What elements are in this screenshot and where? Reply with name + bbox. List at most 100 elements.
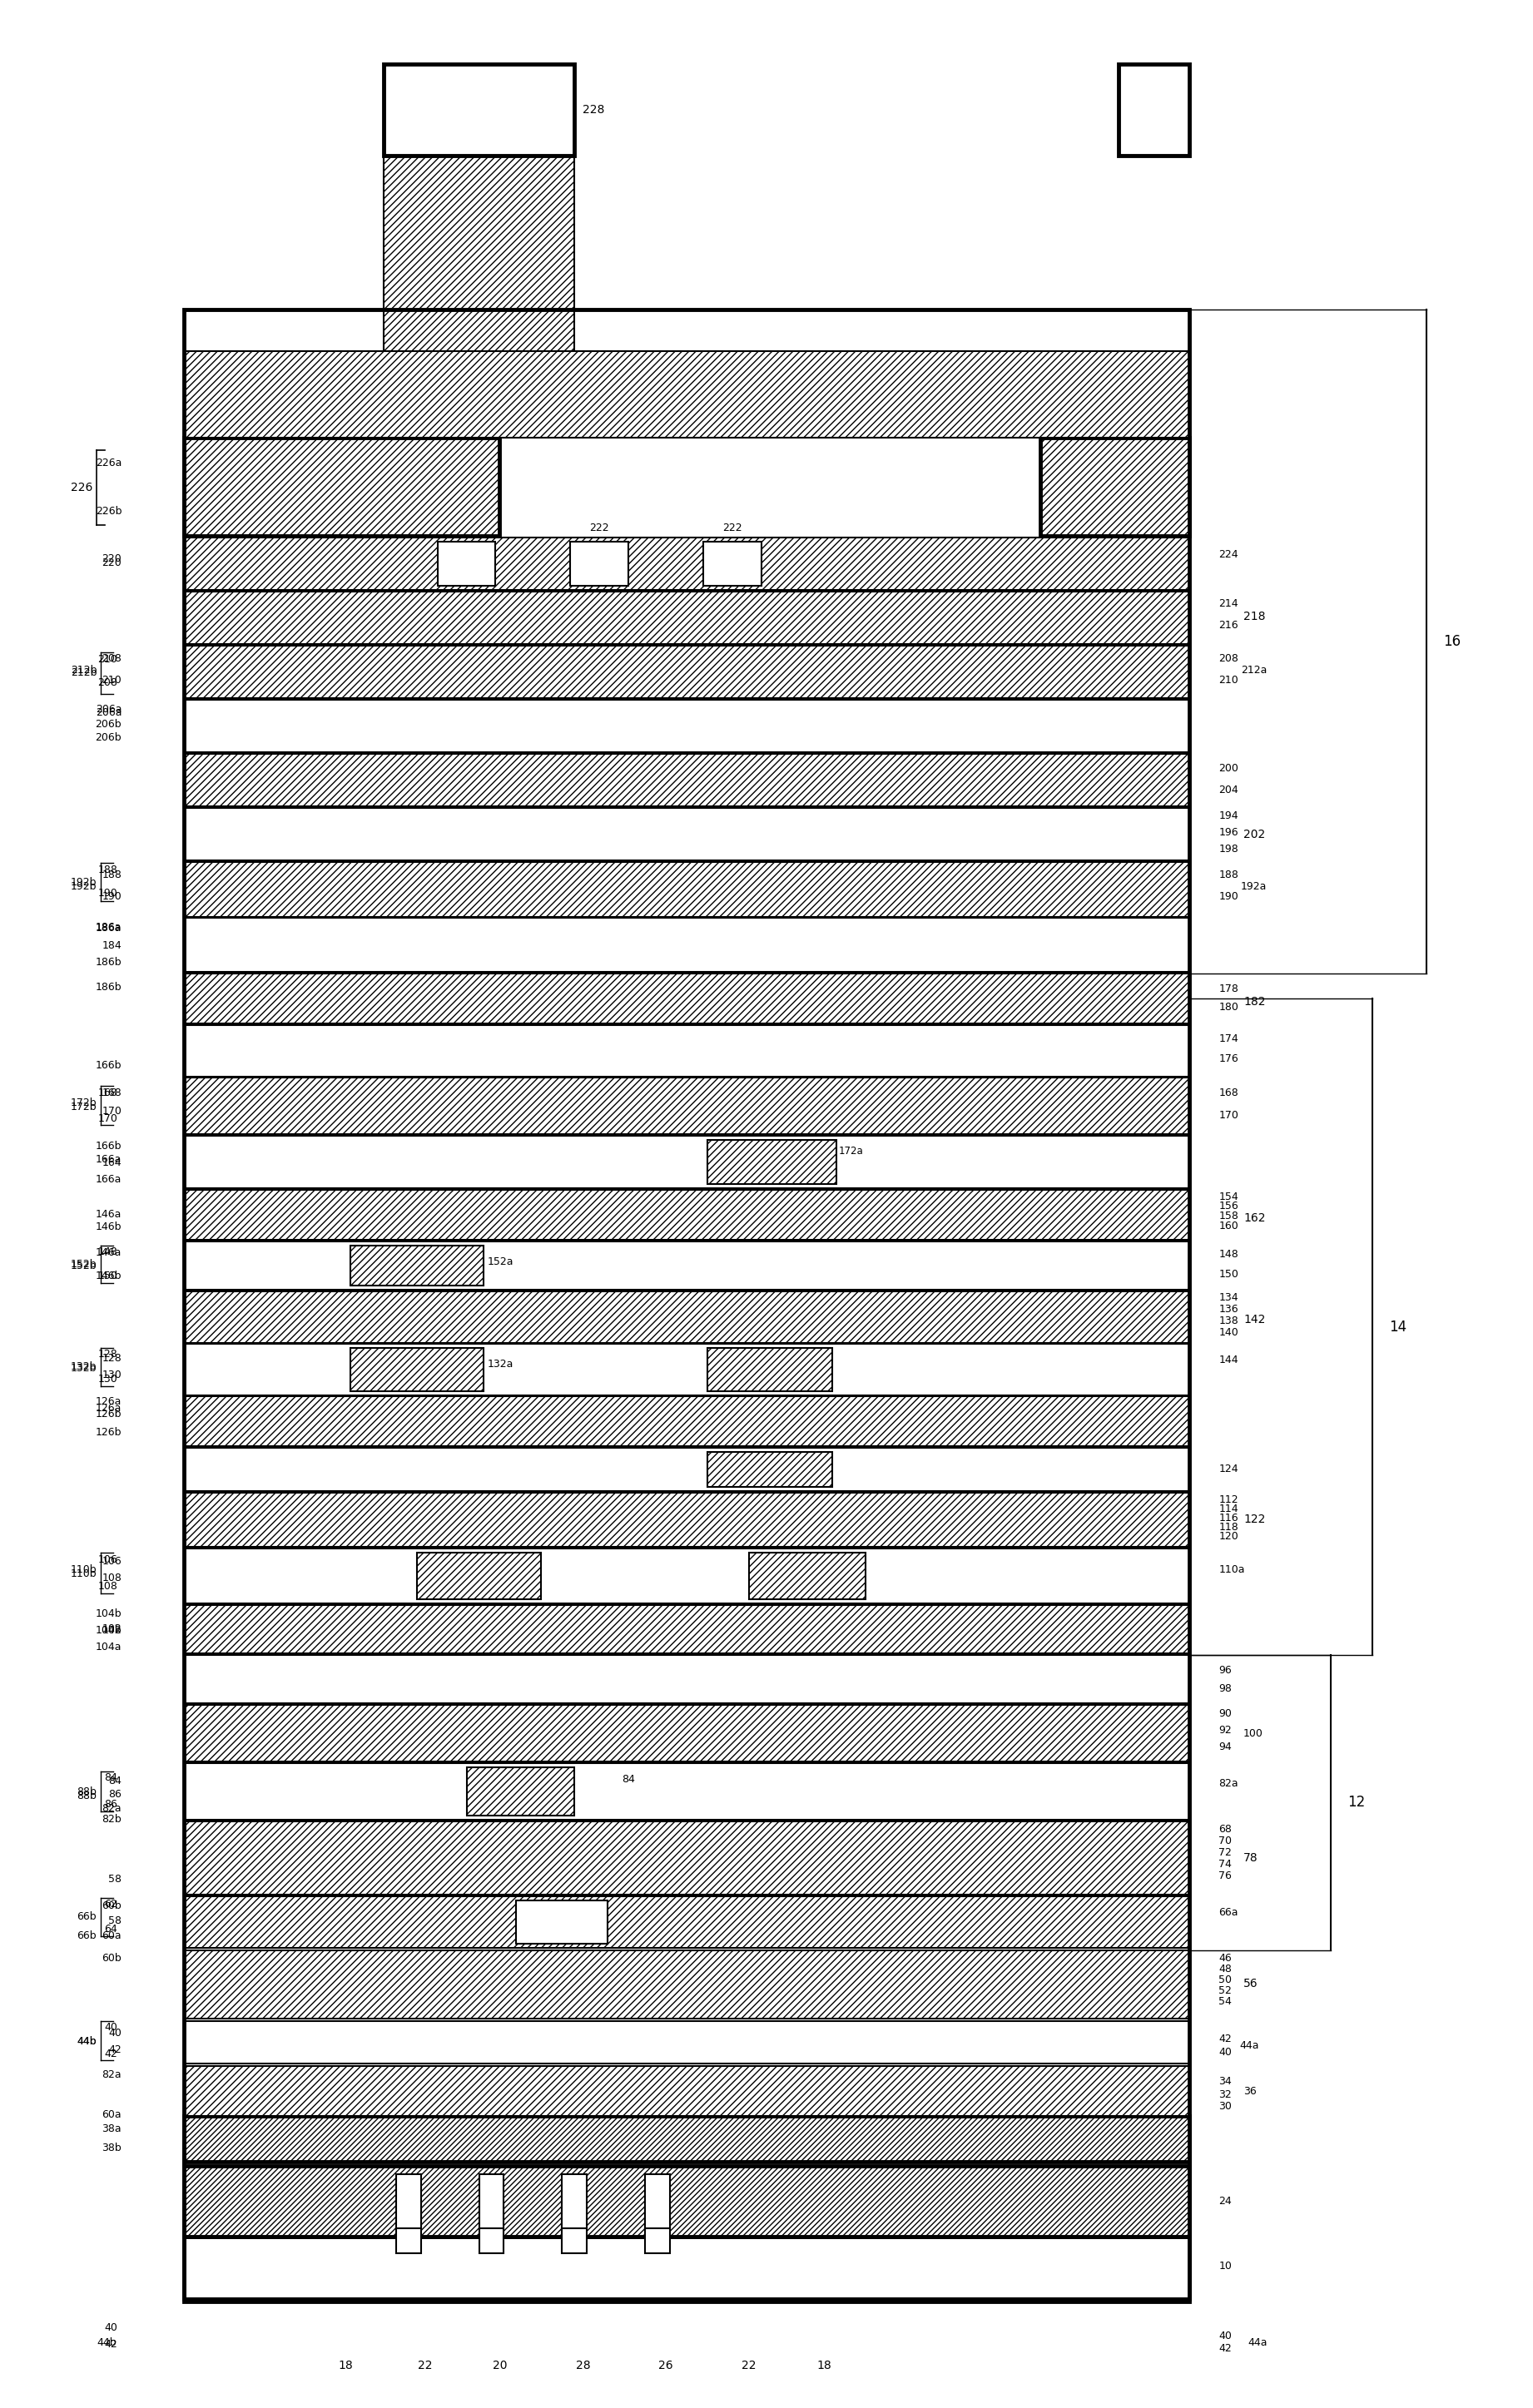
Text: 132b: 132b [71,1363,97,1375]
Bar [184,1079,1190,1134]
Text: 92: 92 [1219,1724,1231,1736]
Text: 110a: 110a [1219,1565,1245,1575]
Text: 184: 184 [101,939,121,951]
Text: 160: 160 [1219,1221,1239,1233]
Text: 170: 170 [754,1163,774,1173]
Text: 166b: 166b [95,1060,121,1072]
Text: 224: 224 [1219,549,1239,559]
Text: 218: 218 [1243,612,1266,621]
Bar [437,542,495,585]
Text: 172b: 172b [71,1098,97,1108]
Text: 36: 36 [1243,2085,1257,2097]
Text: 104b: 104b [95,1609,121,1618]
Text: 40: 40 [109,2028,121,2040]
Text: 24: 24 [1219,2196,1231,2206]
Text: 132b: 132b [71,1361,97,1373]
Text: 86: 86 [109,1789,121,1801]
Bar [184,1190,1190,1240]
Text: 186b: 186b [95,982,121,992]
Text: 114: 114 [1219,1503,1239,1515]
Text: 60b: 60b [101,1900,121,1912]
Text: 30: 30 [1219,2100,1233,2112]
Bar [750,1553,866,1599]
Text: 128: 128 [98,1348,118,1361]
Text: 22: 22 [742,2360,756,2372]
Text: 12: 12 [1348,1794,1364,1811]
Text: 84: 84 [109,1777,121,1787]
Bar [184,2167,1190,2237]
Text: 96: 96 [1219,1664,1231,1676]
Text: 88a: 88a [510,1775,530,1784]
Text: 126a: 126a [95,1397,121,1406]
Bar [1039,438,1190,537]
Bar [350,1245,483,1286]
Bar [184,308,1190,2302]
Text: 42: 42 [104,2338,118,2350]
Text: 200: 200 [1219,763,1239,773]
Text: 180: 180 [1219,1002,1239,1011]
Text: 120: 120 [1219,1531,1239,1541]
Text: 210: 210 [101,674,121,686]
Text: 42: 42 [109,2044,121,2054]
Text: 58: 58 [109,1917,121,1926]
Text: 102: 102 [101,1623,121,1635]
Text: 168: 168 [754,1146,774,1156]
Text: 42: 42 [1219,2035,1231,2044]
Text: 106: 106 [98,1553,118,1565]
Text: 102: 102 [101,1625,121,1635]
Text: 226b: 226b [95,506,121,515]
Bar [383,65,575,157]
Text: 20: 20 [492,2360,507,2372]
Bar [350,1348,483,1392]
Text: 118: 118 [1219,1522,1239,1531]
Text: 82a: 82a [103,1804,121,1813]
Text: 88b: 88b [77,1787,97,1799]
Bar [184,1763,1190,1820]
Text: 64: 64 [104,1924,118,1934]
Bar [184,1548,1190,1604]
Text: 50: 50 [1219,1975,1233,1984]
Bar [184,1243,1190,1291]
Text: 124: 124 [1219,1464,1239,1474]
Bar [517,1900,607,1943]
Text: 46: 46 [1219,1953,1231,1965]
Text: 82a: 82a [103,2068,121,2081]
Text: 168: 168 [1219,1088,1239,1098]
Text: 130: 130 [98,1375,118,1385]
Text: 52: 52 [1219,1984,1233,1996]
Text: 82b: 82b [101,1813,121,1825]
Text: 222: 222 [722,523,742,532]
Bar [184,2237,1190,2300]
Text: 44b: 44b [77,2037,97,2047]
Text: 152a: 152a [487,1257,514,1267]
Bar [184,2066,1190,2117]
Text: 82a: 82a [1219,1780,1239,1789]
Text: 44b: 44b [97,2338,117,2348]
Text: 186b: 186b [95,956,121,968]
Text: 88b: 88b [77,1792,97,1801]
Bar [184,645,1190,698]
Text: 192b: 192b [71,877,97,889]
Text: 132a: 132a [487,1358,514,1370]
Bar [184,352,1190,438]
Bar [184,1493,1190,1546]
Text: 68: 68 [1219,1825,1233,1835]
Text: 208: 208 [98,677,118,689]
Text: 74: 74 [1219,1859,1233,1871]
Text: 16: 16 [1443,633,1461,650]
Text: 106: 106 [101,1556,121,1568]
Bar [184,1654,1190,1702]
Text: 190: 190 [98,889,118,898]
Text: 152b: 152b [71,1262,97,1271]
Bar [184,537,1190,590]
Text: 206a: 206a [95,703,121,715]
Text: 138: 138 [1219,1315,1239,1327]
Text: 226a: 226a [95,458,121,467]
Text: 56: 56 [1243,1977,1259,1989]
Text: 110a: 110a [794,1560,820,1570]
Text: 196: 196 [1219,828,1239,838]
Text: 134: 134 [1219,1293,1239,1303]
Text: 166b: 166b [95,1141,121,1151]
Text: 94: 94 [1219,1741,1231,1753]
Text: 60a: 60a [103,2109,121,2119]
